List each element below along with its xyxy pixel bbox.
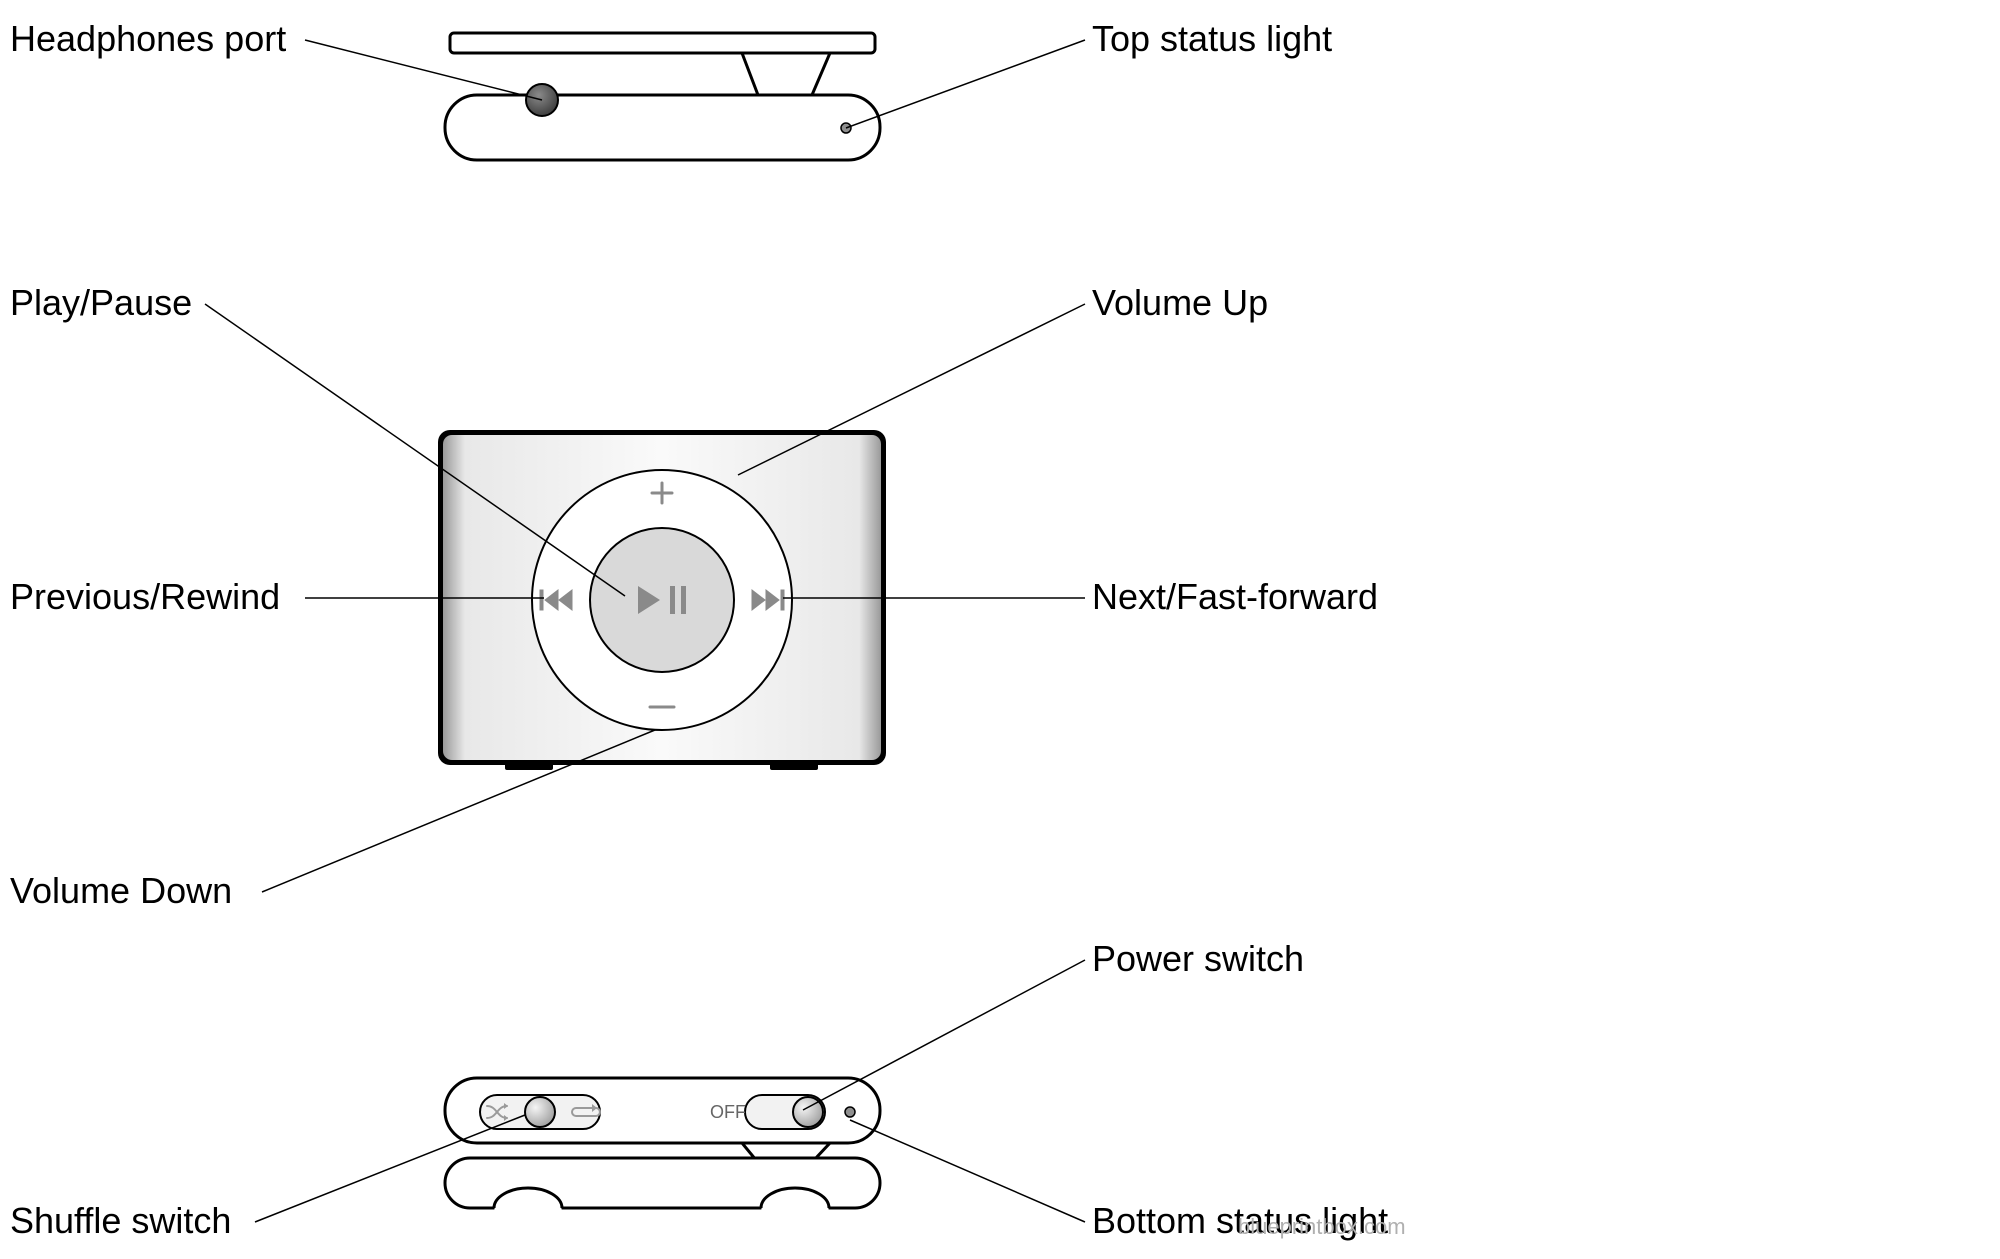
label-volume-up: Volume Up bbox=[1092, 282, 1268, 324]
clip-connector bbox=[742, 53, 830, 95]
power-slot bbox=[745, 1095, 825, 1129]
next-icon bbox=[752, 590, 784, 610]
leader-top_status_light bbox=[846, 40, 1085, 128]
power-knob bbox=[793, 1097, 823, 1127]
label-headphones-port: Headphones port bbox=[10, 18, 286, 60]
play-pause-icon bbox=[638, 586, 686, 614]
bottom-view: OFF bbox=[445, 1078, 880, 1208]
diagram-svg: OFF bbox=[0, 0, 2000, 1259]
leader-volume_down bbox=[262, 730, 655, 892]
front-body bbox=[443, 435, 881, 760]
bottom-body bbox=[445, 1078, 880, 1143]
control-ring-outer bbox=[532, 470, 792, 730]
clip-notch-left bbox=[494, 1188, 562, 1208]
bottom-clip-connector bbox=[742, 1143, 830, 1160]
shuffle-slot bbox=[480, 1095, 600, 1129]
shuffle-icon bbox=[487, 1103, 508, 1121]
bottom-status-light bbox=[845, 1107, 855, 1117]
leader-shuffle_switch bbox=[255, 1115, 525, 1222]
shuffle-knob bbox=[525, 1097, 555, 1127]
front-foot-right bbox=[770, 762, 818, 770]
volume-up-icon bbox=[652, 483, 672, 503]
headphones-port bbox=[526, 84, 558, 116]
previous-icon bbox=[540, 590, 572, 610]
label-volume-down: Volume Down bbox=[10, 870, 232, 912]
front-frame bbox=[438, 430, 886, 765]
front-foot-left bbox=[505, 762, 553, 770]
label-previous-rewind: Previous/Rewind bbox=[10, 576, 280, 618]
leader-bottom_status_light bbox=[850, 1120, 1085, 1222]
label-next-fast-forward: Next/Fast-forward bbox=[1092, 576, 1378, 618]
leader-volume_up bbox=[738, 304, 1085, 475]
diagram-canvas: Headphones port Top status light Play/Pa… bbox=[0, 0, 2000, 1259]
label-power-switch: Power switch bbox=[1092, 938, 1304, 980]
leader-play_pause bbox=[205, 304, 625, 596]
watermark: blueprintbox.com bbox=[1238, 1214, 1406, 1240]
clip-notch-right bbox=[761, 1188, 829, 1208]
control-ring-center bbox=[590, 528, 734, 672]
label-shuffle-switch: Shuffle switch bbox=[10, 1200, 231, 1242]
leader-power_switch bbox=[803, 960, 1085, 1110]
off-label: OFF bbox=[710, 1102, 746, 1122]
repeat-icon bbox=[572, 1104, 600, 1116]
front-view bbox=[438, 430, 886, 770]
top-view bbox=[445, 33, 880, 160]
top-body bbox=[445, 95, 880, 160]
clip-bar bbox=[450, 33, 875, 53]
leader-headphones_port bbox=[305, 40, 542, 100]
label-play-pause: Play/Pause bbox=[10, 282, 192, 324]
bottom-clip-body bbox=[445, 1158, 880, 1208]
leader-lines bbox=[205, 40, 1085, 1222]
label-top-status-light: Top status light bbox=[1092, 18, 1332, 60]
top-status-light bbox=[841, 123, 851, 133]
